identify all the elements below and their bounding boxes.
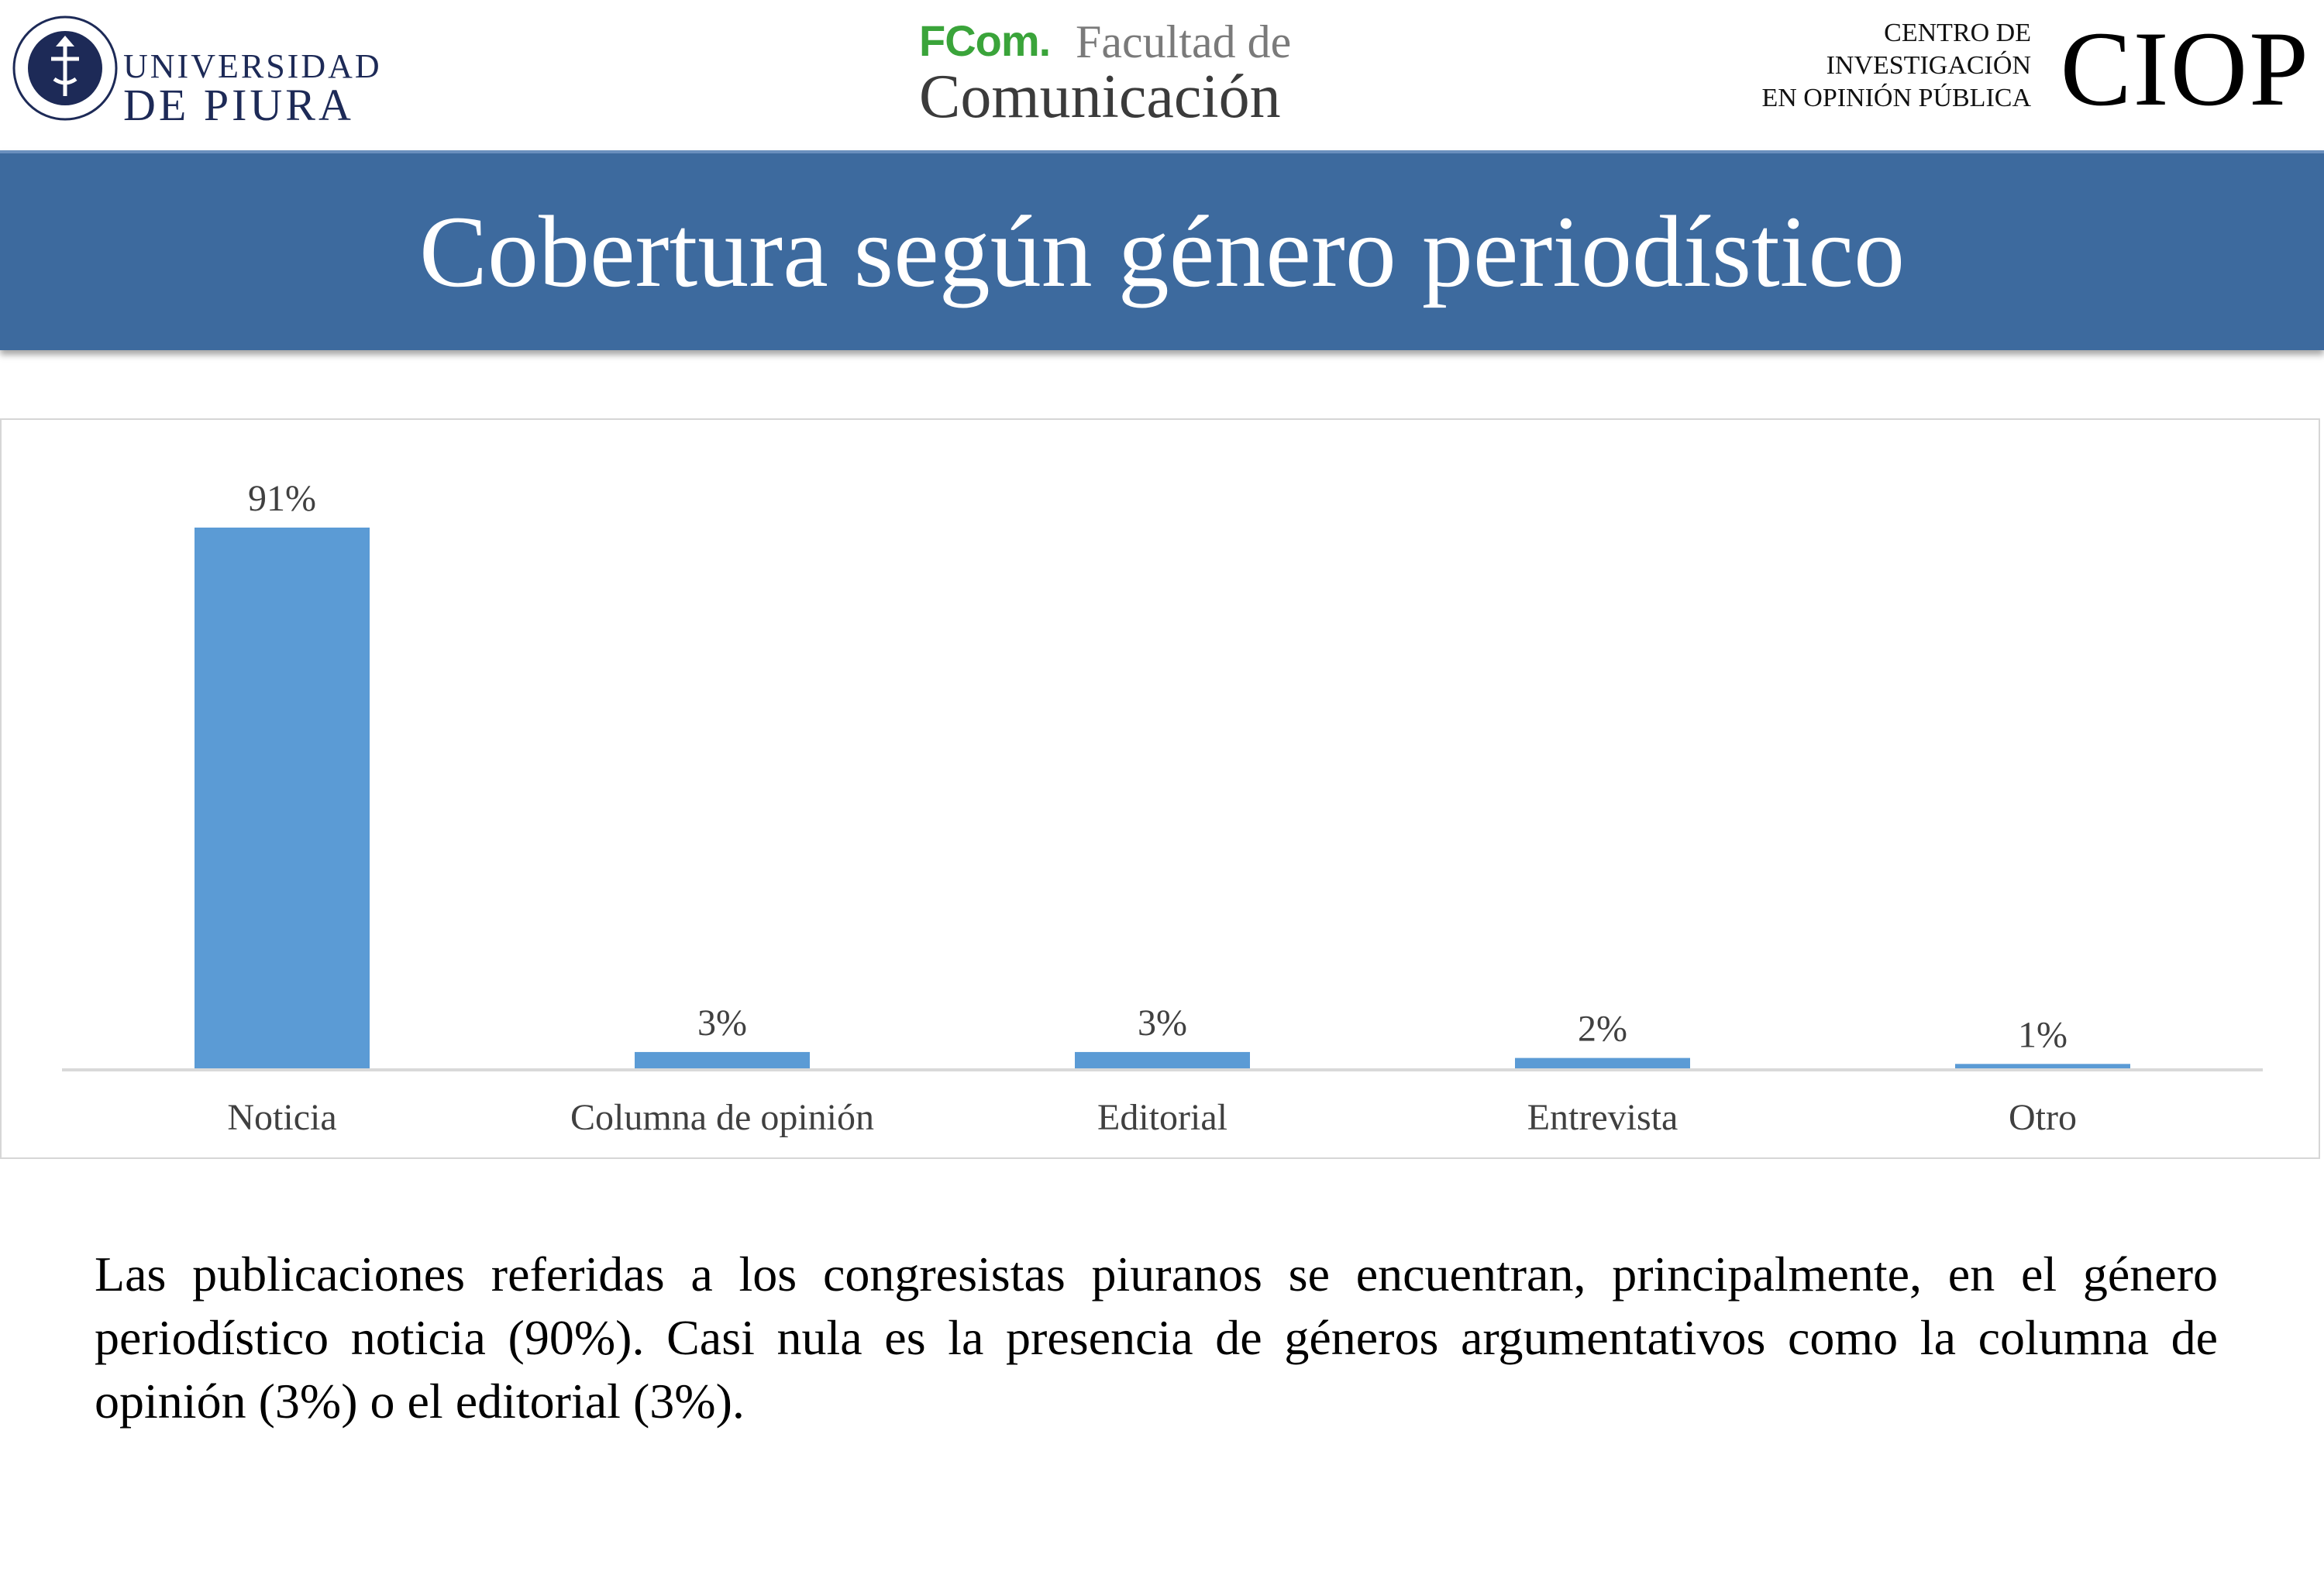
university-name-line1: UNIVERSIDAD <box>123 47 382 85</box>
category-label: Otro <box>2009 1097 2077 1138</box>
bar-chart: 91% Noticia 3% Columna de opinión 3% Editoria… <box>62 478 2263 1138</box>
data-label: 91% <box>248 478 316 519</box>
bar-otro <box>1955 1064 2130 1070</box>
universidad-de-piura-logo: UNIVERSIDAD DE PIURA <box>11 12 383 136</box>
ciop-line1: CENTRO DE <box>1884 19 2031 47</box>
page-title: Cobertura según género periodístico <box>418 194 1906 308</box>
bar-entrevista <box>1515 1057 1690 1070</box>
title-banner: Cobertura según género periodístico <box>0 150 2324 350</box>
ciop-line2: INVESTIGACIÓN <box>1826 51 2031 80</box>
category-label: Noticia <box>227 1097 336 1138</box>
ciop-full-name: CENTRO DE INVESTIGACIÓN EN OPINIÓN PÚBLI… <box>1761 17 2031 115</box>
faculty-logo: FCom. Facultad de Comunicación <box>919 15 1322 132</box>
university-name-line2: DE PIURA <box>123 80 354 130</box>
fcom-brand: FCom. <box>919 16 1051 65</box>
category-label: Editorial <box>1097 1097 1227 1138</box>
header: UNIVERSIDAD DE PIURA FCom. Facultad de C… <box>0 0 2324 147</box>
ciop-line3: EN OPINIÓN PÚBLICA <box>1761 84 2031 112</box>
data-label: 1% <box>2018 1014 2067 1055</box>
faculty-line2: Comunicación <box>919 63 1281 131</box>
bar-columna-de-opinión <box>635 1051 810 1070</box>
data-label: 3% <box>697 1002 747 1044</box>
university-seal-icon <box>12 15 118 121</box>
ciop-logo: CENTRO DE INVESTIGACIÓN EN OPINIÓN PÚBLI… <box>1706 11 2310 135</box>
chart-container: 91% Noticia 3% Columna de opinión 3% Editoria… <box>0 418 2320 1159</box>
bar-noticia <box>195 528 370 1070</box>
bar-editorial <box>1075 1051 1250 1070</box>
ciop-mark: CIOP <box>2060 9 2310 128</box>
data-label: 2% <box>1578 1009 1627 1050</box>
category-label: Columna de opinión <box>570 1097 874 1138</box>
data-label: 3% <box>1138 1002 1187 1044</box>
category-label: Entrevista <box>1527 1097 1678 1138</box>
caption-text: Las publicaciones referidas a los congre… <box>95 1247 2218 1429</box>
faculty-line1: Facultad de <box>1076 16 1292 67</box>
